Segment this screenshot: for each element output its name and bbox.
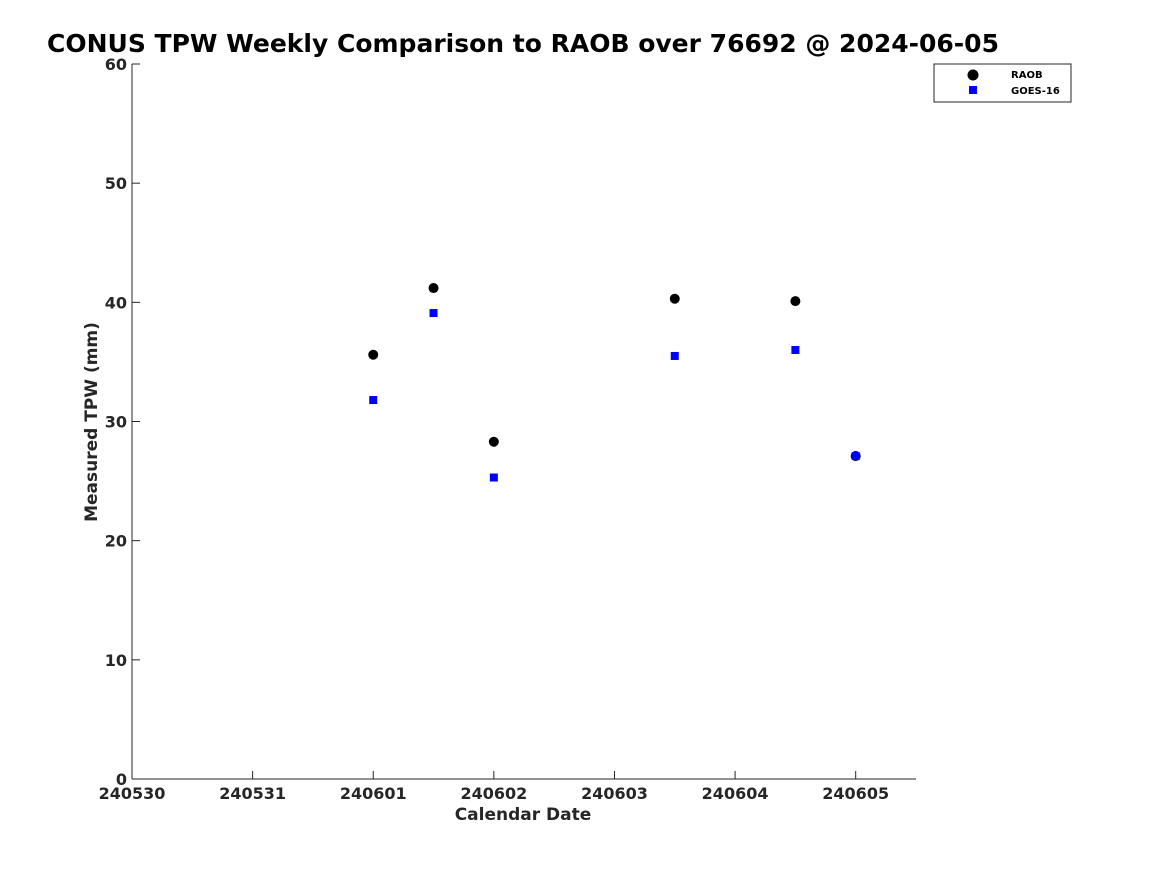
chart-title: CONUS TPW Weekly Comparison to RAOB over… <box>47 29 999 58</box>
legend: RAOB GOES-16 <box>933 63 1072 103</box>
legend-goes-label: GOES-16 <box>1011 86 1060 97</box>
data-point-square <box>489 473 498 482</box>
series-raob <box>368 283 861 462</box>
y-tick-label: 60 <box>105 55 127 74</box>
data-series <box>368 283 861 482</box>
y-tick-label: 40 <box>105 293 127 312</box>
x-tick-label: 240530 <box>99 784 166 803</box>
y-axis-label: Measured TPW (mm) <box>82 322 102 522</box>
data-point-square <box>369 396 378 405</box>
x-axis-label: Calendar Date <box>455 805 592 825</box>
series-goes-16 <box>369 309 860 482</box>
data-point-square <box>429 309 438 318</box>
x-tick-label: 240604 <box>702 784 769 803</box>
x-tick-label: 240603 <box>581 784 648 803</box>
legend-goes-marker <box>969 86 977 94</box>
legend-raob-label: RAOB <box>1011 70 1043 81</box>
x-tick-label: 240531 <box>219 784 286 803</box>
data-point-circle <box>669 293 680 304</box>
data-point-square <box>670 351 679 360</box>
x-tick-label: 240602 <box>460 784 527 803</box>
legend-box <box>933 63 1072 103</box>
x-tick-label: 240601 <box>340 784 407 803</box>
data-point-circle <box>488 436 499 447</box>
data-point-circle <box>368 349 379 360</box>
x-axis-ticks: 240530 240531 240601 240602 240603 240604 2406… <box>99 771 889 803</box>
data-point-square <box>791 346 800 354</box>
data-point-circle <box>790 296 801 307</box>
legend-raob-marker <box>967 69 979 81</box>
y-axis-ticks: 0 10 20 30 40 50 60 <box>105 55 140 789</box>
x-tick-label: 240605 <box>822 784 889 803</box>
y-tick-label: 30 <box>105 413 127 432</box>
data-point-circle <box>428 283 439 294</box>
data-point-square <box>851 452 860 461</box>
y-tick-label: 0 <box>116 770 127 789</box>
y-tick-label: 50 <box>105 174 127 193</box>
y-tick-label: 20 <box>105 532 127 551</box>
y-tick-label: 10 <box>105 651 127 670</box>
